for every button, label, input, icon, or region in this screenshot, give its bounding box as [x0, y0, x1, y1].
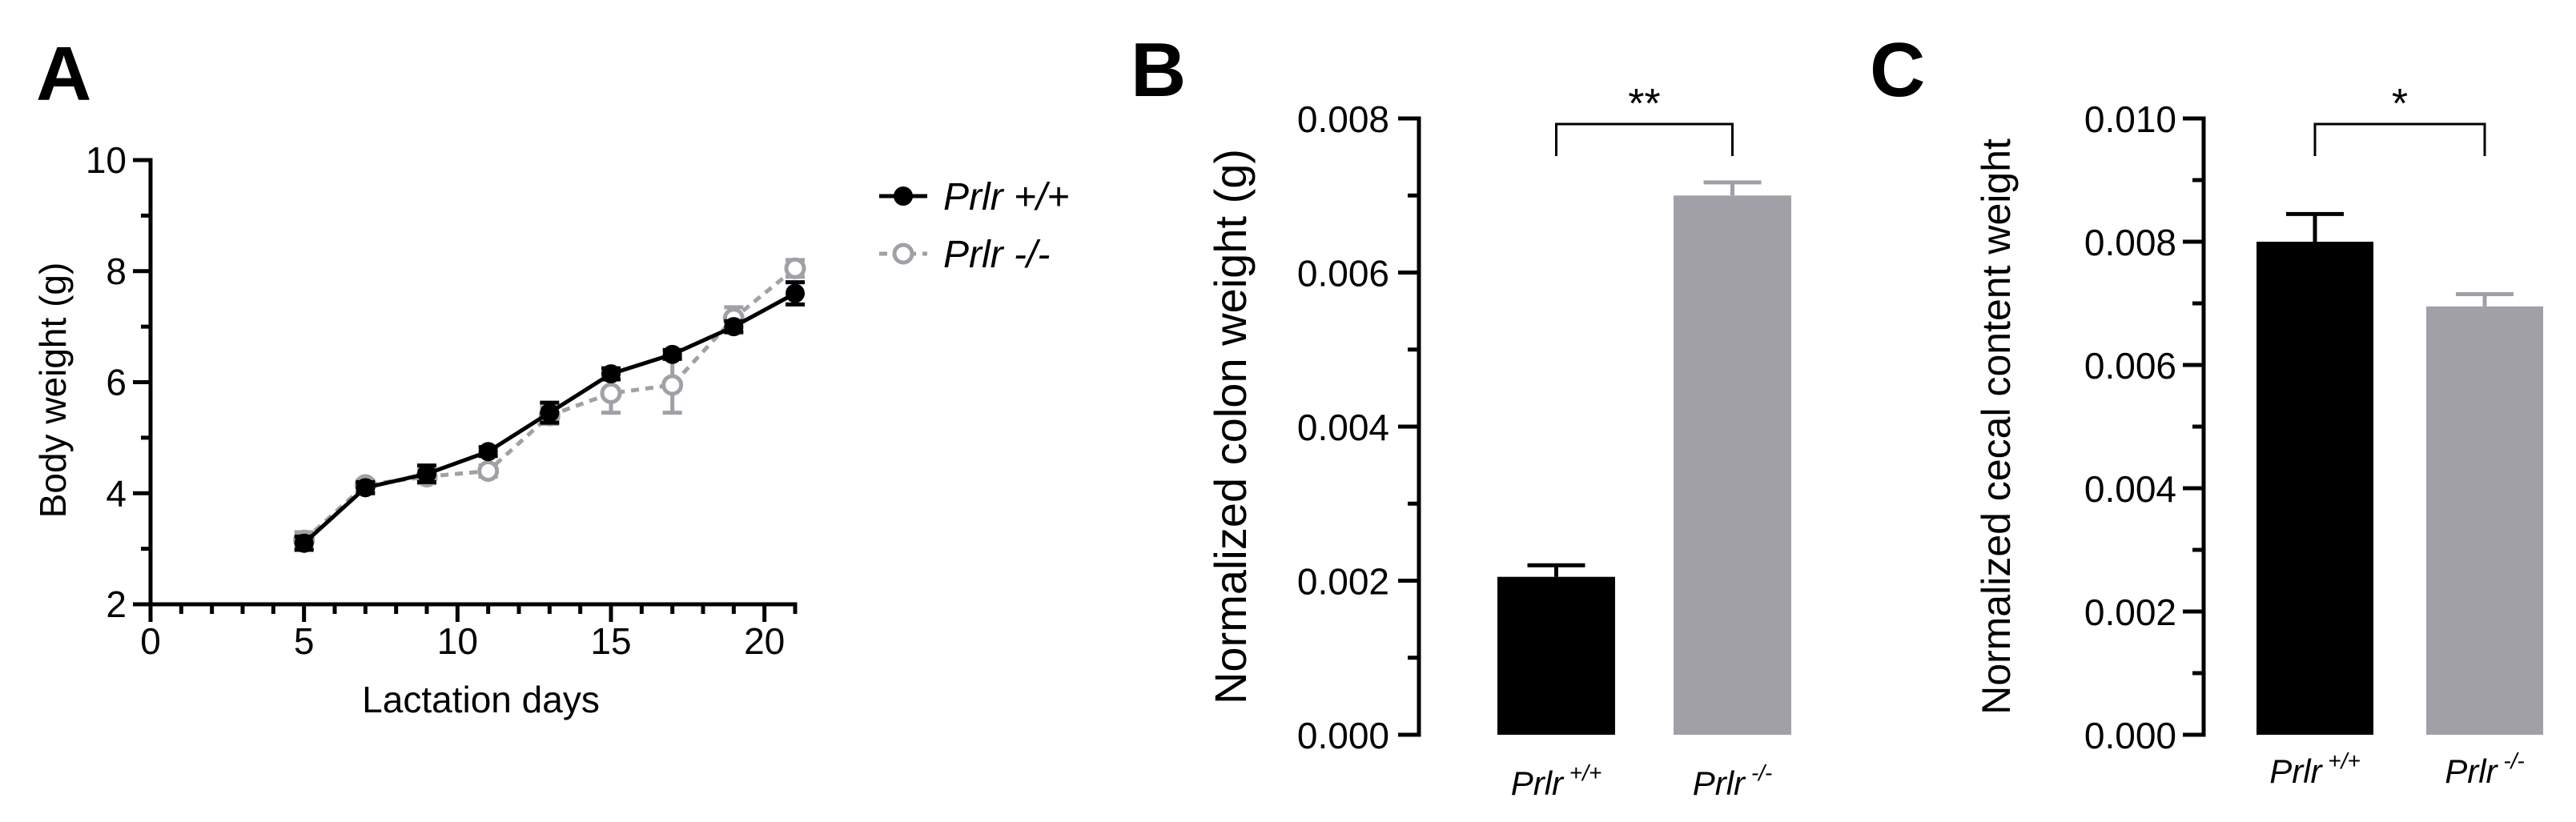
- y-tick-label: 0.006: [1297, 253, 1389, 295]
- category-label: Prlr +/+: [1511, 760, 1602, 802]
- x-tick-label: 10: [437, 620, 478, 662]
- category-label: Prlr -/-: [2445, 748, 2525, 790]
- y-tick-label: 0.002: [1297, 561, 1389, 603]
- category-label: Prlr -/-: [1693, 760, 1773, 802]
- data-point: [786, 283, 805, 303]
- bar: [1497, 576, 1615, 735]
- bar: [2257, 242, 2373, 735]
- panel-b: B 0.000 0.002 0.004 0.006 0.008 Normalized col…: [1131, 27, 1791, 802]
- y-tick-label: 0.004: [1297, 407, 1389, 448]
- significance-label: *: [2392, 81, 2408, 127]
- data-point: [661, 374, 684, 396]
- bar: [2426, 306, 2543, 736]
- y-tick-label: 4: [106, 472, 127, 514]
- y-tick-label: 0.002: [2084, 591, 2176, 633]
- x-tick-label: 0: [140, 620, 161, 662]
- panel-c: C 0.000 0.002 0.004 0.006 0.008 0.010 Normalize…: [1870, 27, 2543, 790]
- legend: Prlr +/+ Prlr -/-: [879, 176, 1069, 276]
- data-point: [540, 403, 560, 423]
- x-axis-label: Lactation days: [362, 679, 600, 720]
- x-tick-label: 20: [744, 620, 785, 662]
- panel-label-b: B: [1131, 27, 1186, 113]
- panel-label-a: A: [36, 31, 91, 117]
- data-point: [724, 317, 744, 337]
- data-point: [477, 460, 500, 482]
- data-point: [478, 442, 498, 462]
- y-tick-label: 6: [106, 362, 127, 403]
- y-tick-label: 0.000: [1297, 715, 1389, 756]
- y-tick-label: 10: [86, 139, 127, 181]
- data-point: [662, 344, 682, 364]
- y-tick-label: 0.006: [2084, 345, 2176, 387]
- y-axis-label: Body weight (g): [32, 263, 74, 519]
- x-tick-label: 5: [294, 620, 315, 662]
- y-tick-label: 0.010: [2084, 98, 2176, 140]
- y-axis-label: Normalized colon weight (g): [1205, 149, 1256, 704]
- y-tick-label: 0.000: [2084, 715, 2176, 756]
- data-point: [784, 257, 806, 279]
- data-point: [600, 382, 622, 404]
- data-point: [294, 533, 314, 553]
- panel-a: A 0 5 10 15 20 2 4 6 8 10 Lactation days Body weight…: [32, 31, 1069, 720]
- data-point: [356, 478, 376, 498]
- y-axis-label: Normalized cecal content weight: [1974, 138, 2019, 715]
- y-tick-label: 0.008: [2084, 222, 2176, 263]
- y-tick-label: 2: [106, 583, 127, 625]
- legend-marker: [894, 186, 913, 206]
- legend-marker: [892, 243, 914, 265]
- data-point: [417, 463, 436, 483]
- y-tick-label: 0.004: [2084, 468, 2176, 510]
- bar: [1674, 195, 1791, 735]
- series-prlr-wt: [294, 280, 805, 553]
- panel-label-c: C: [1870, 27, 1925, 113]
- significance-label: **: [1628, 81, 1660, 127]
- legend-label: Prlr -/-: [943, 234, 1050, 276]
- y-tick-label: 0.008: [1297, 98, 1389, 140]
- significance-bracket: [1555, 122, 1734, 156]
- category-label: Prlr +/+: [2269, 748, 2361, 790]
- legend-label: Prlr +/+: [943, 176, 1069, 219]
- x-tick-label: 15: [590, 620, 631, 662]
- data-point: [601, 364, 621, 384]
- significance-bracket: [2313, 122, 2486, 156]
- y-tick-label: 8: [106, 251, 127, 292]
